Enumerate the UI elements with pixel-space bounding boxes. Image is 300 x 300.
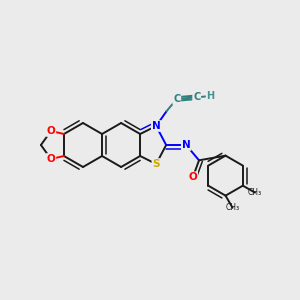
Text: C: C xyxy=(173,94,180,104)
Text: N: N xyxy=(182,140,190,150)
Text: CH₃: CH₃ xyxy=(248,188,262,197)
Text: O: O xyxy=(46,126,55,136)
Text: O: O xyxy=(188,172,197,182)
Text: C: C xyxy=(193,92,200,102)
Text: N: N xyxy=(152,121,161,131)
Text: S: S xyxy=(152,159,160,169)
Text: H: H xyxy=(207,91,215,101)
Text: O: O xyxy=(46,154,55,164)
Text: CH₃: CH₃ xyxy=(226,203,240,212)
